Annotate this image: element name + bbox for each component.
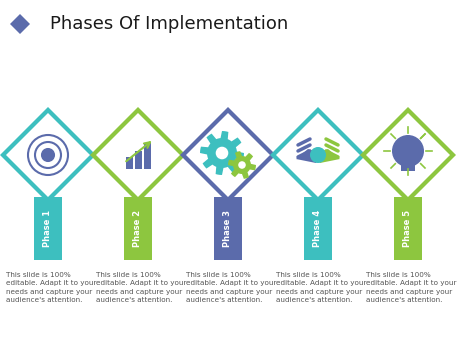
- Polygon shape: [180, 107, 276, 203]
- Circle shape: [216, 147, 228, 159]
- Polygon shape: [270, 107, 366, 203]
- Polygon shape: [96, 113, 180, 197]
- Polygon shape: [10, 14, 30, 34]
- Bar: [144, 143, 151, 169]
- Text: This slide is 100%
editable. Adapt it to your
needs and capture your
audience's : This slide is 100% editable. Adapt it to…: [6, 272, 97, 304]
- Circle shape: [42, 149, 54, 161]
- Polygon shape: [186, 113, 270, 197]
- Text: Phase 4: Phase 4: [313, 210, 322, 247]
- Text: Phase 1: Phase 1: [44, 210, 53, 247]
- Circle shape: [392, 135, 424, 167]
- Polygon shape: [296, 149, 320, 163]
- Bar: [124, 197, 152, 260]
- Circle shape: [35, 142, 61, 168]
- Polygon shape: [200, 131, 244, 175]
- Text: This slide is 100%
editable. Adapt it to your
needs and capture your
audience's : This slide is 100% editable. Adapt it to…: [186, 272, 276, 304]
- Polygon shape: [366, 113, 450, 197]
- Polygon shape: [90, 107, 186, 203]
- Polygon shape: [276, 113, 360, 197]
- Text: This slide is 100%
editable. Adapt it to your
needs and capture your
audience's : This slide is 100% editable. Adapt it to…: [366, 272, 456, 304]
- Bar: [394, 197, 422, 260]
- Bar: [401, 165, 415, 171]
- Polygon shape: [0, 107, 96, 203]
- Circle shape: [28, 135, 68, 175]
- Circle shape: [310, 147, 326, 163]
- Text: Phase 2: Phase 2: [134, 210, 143, 247]
- Polygon shape: [228, 151, 256, 179]
- Polygon shape: [360, 107, 456, 203]
- Bar: [135, 151, 142, 169]
- Circle shape: [238, 161, 246, 169]
- Bar: [304, 197, 332, 260]
- Text: Phase 5: Phase 5: [403, 210, 412, 247]
- Bar: [126, 157, 133, 169]
- Text: Phases Of Implementation: Phases Of Implementation: [50, 15, 288, 33]
- Text: Phase 3: Phase 3: [224, 210, 233, 247]
- Bar: [214, 197, 242, 260]
- Text: This slide is 100%
editable. Adapt it to your
needs and capture your
audience's : This slide is 100% editable. Adapt it to…: [96, 272, 186, 304]
- Text: This slide is 100%
editable. Adapt it to your
needs and capture your
audience's : This slide is 100% editable. Adapt it to…: [276, 272, 366, 304]
- Polygon shape: [316, 149, 340, 163]
- Bar: [34, 197, 62, 260]
- Polygon shape: [6, 113, 90, 197]
